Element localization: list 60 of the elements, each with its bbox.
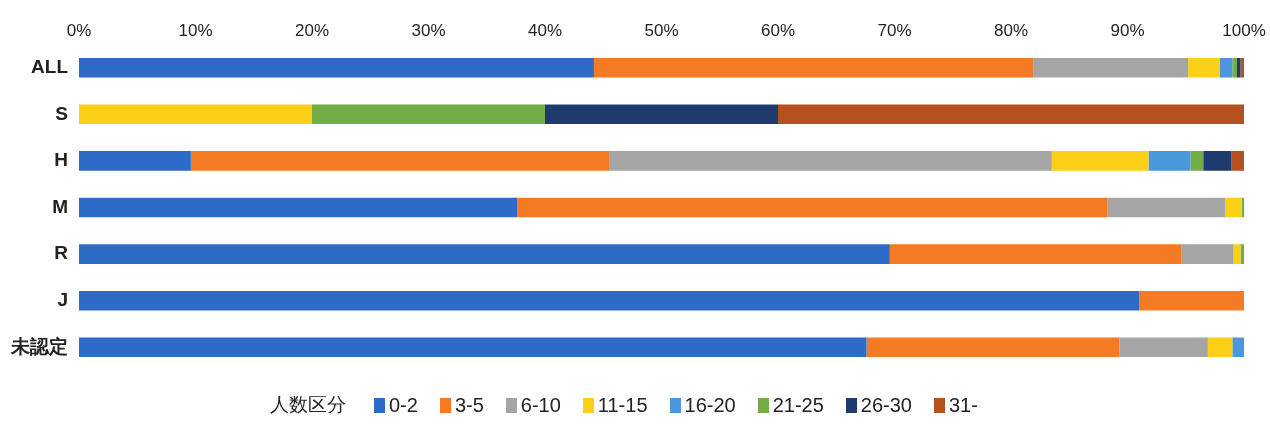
bar [1033,57,1189,78]
legend-label: 3-5 [454,393,484,417]
y-tick-label: S [55,102,68,124]
bar [545,104,778,125]
legend-label: 21-25 [772,393,824,417]
y-tick-label: M [52,195,68,217]
x-tick-label: 60% [760,20,796,40]
legend-label: 11-15 [597,393,648,417]
legend-label: 26-30 [860,393,912,417]
x-tick-label: 40% [527,20,563,40]
x-tick-label: 100% [1222,20,1266,40]
legend-label: 0-2 [389,393,418,417]
bar [79,197,518,218]
bar [866,337,1120,358]
bar [1188,57,1220,78]
bar [1219,57,1233,78]
bar [609,151,1052,171]
x-tick-label: 20% [294,20,330,40]
bar [79,337,867,358]
bar [1232,337,1244,358]
bar [79,244,890,264]
x-tick-label: 50% [644,20,679,40]
bar [889,244,1182,264]
bar [593,57,1034,78]
x-tick-label: 0% [66,20,92,40]
bar [1190,151,1204,171]
bar [79,57,594,78]
x-tick-label: 70% [877,20,912,40]
x-tick-label: 10% [178,20,213,40]
bar [1107,197,1226,218]
bar [79,290,1140,311]
y-tick-label: ALL [31,55,69,77]
y-tick-label: 未認定 [10,335,68,357]
bar [1225,197,1242,218]
y-tick-label: J [57,288,68,310]
bar [1233,244,1241,264]
x-tick-label: 90% [1110,20,1145,40]
bar [312,104,545,125]
legend-label: 31- [948,393,978,417]
bar [79,104,312,125]
bar [517,197,1108,218]
bar [1148,151,1191,171]
y-tick-label: H [54,149,68,171]
bar [1232,57,1238,78]
bar [1181,244,1234,264]
bar [190,151,610,171]
bar [1207,337,1233,358]
bar [1139,290,1244,311]
legend-title: 人数区分 [270,392,346,417]
bar [1051,151,1149,171]
legend-label: 6-10 [520,393,561,417]
bar [778,104,1244,125]
bar [1203,151,1232,171]
x-tick-label: 30% [411,20,446,40]
x-tick-label: 80% [993,20,1029,40]
bar [1231,151,1244,171]
legend-label: 16-20 [684,393,736,417]
y-tick-label: R [54,242,69,264]
bar [1119,337,1208,358]
bar [79,151,191,171]
